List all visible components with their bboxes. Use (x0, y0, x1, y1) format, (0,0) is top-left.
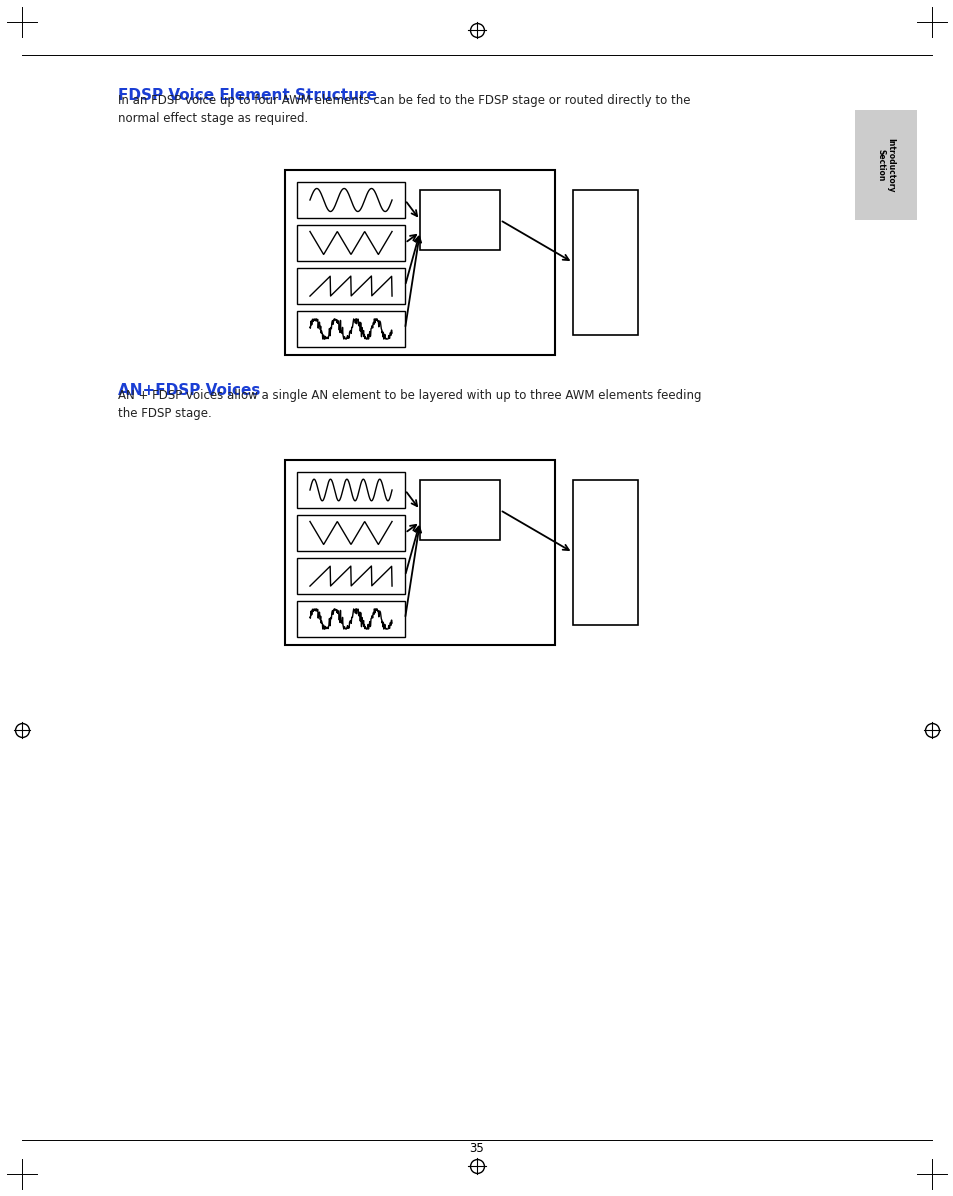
Text: In an FDSP voice up to four AWM elements can be fed to the FDSP stage or routed : In an FDSP voice up to four AWM elements… (118, 94, 690, 126)
FancyBboxPatch shape (296, 268, 405, 304)
FancyBboxPatch shape (296, 515, 405, 551)
FancyBboxPatch shape (296, 311, 405, 347)
FancyBboxPatch shape (296, 559, 405, 594)
Text: Introductory
Section: Introductory Section (876, 138, 895, 193)
FancyBboxPatch shape (296, 602, 405, 637)
Text: 35: 35 (469, 1141, 484, 1154)
FancyBboxPatch shape (419, 190, 499, 250)
FancyBboxPatch shape (285, 460, 555, 645)
FancyBboxPatch shape (296, 225, 405, 261)
Text: AN+FDSP Voices: AN+FDSP Voices (118, 383, 260, 398)
FancyBboxPatch shape (573, 480, 638, 626)
Text: AN + FDSP voices allow a single AN element to be layered with up to three AWM el: AN + FDSP voices allow a single AN eleme… (118, 389, 700, 420)
FancyBboxPatch shape (285, 170, 555, 355)
FancyBboxPatch shape (573, 190, 638, 335)
FancyBboxPatch shape (296, 182, 405, 218)
FancyBboxPatch shape (419, 480, 499, 541)
FancyBboxPatch shape (854, 110, 916, 220)
Text: FDSP Voice Element Structure: FDSP Voice Element Structure (118, 89, 376, 103)
FancyBboxPatch shape (296, 472, 405, 508)
